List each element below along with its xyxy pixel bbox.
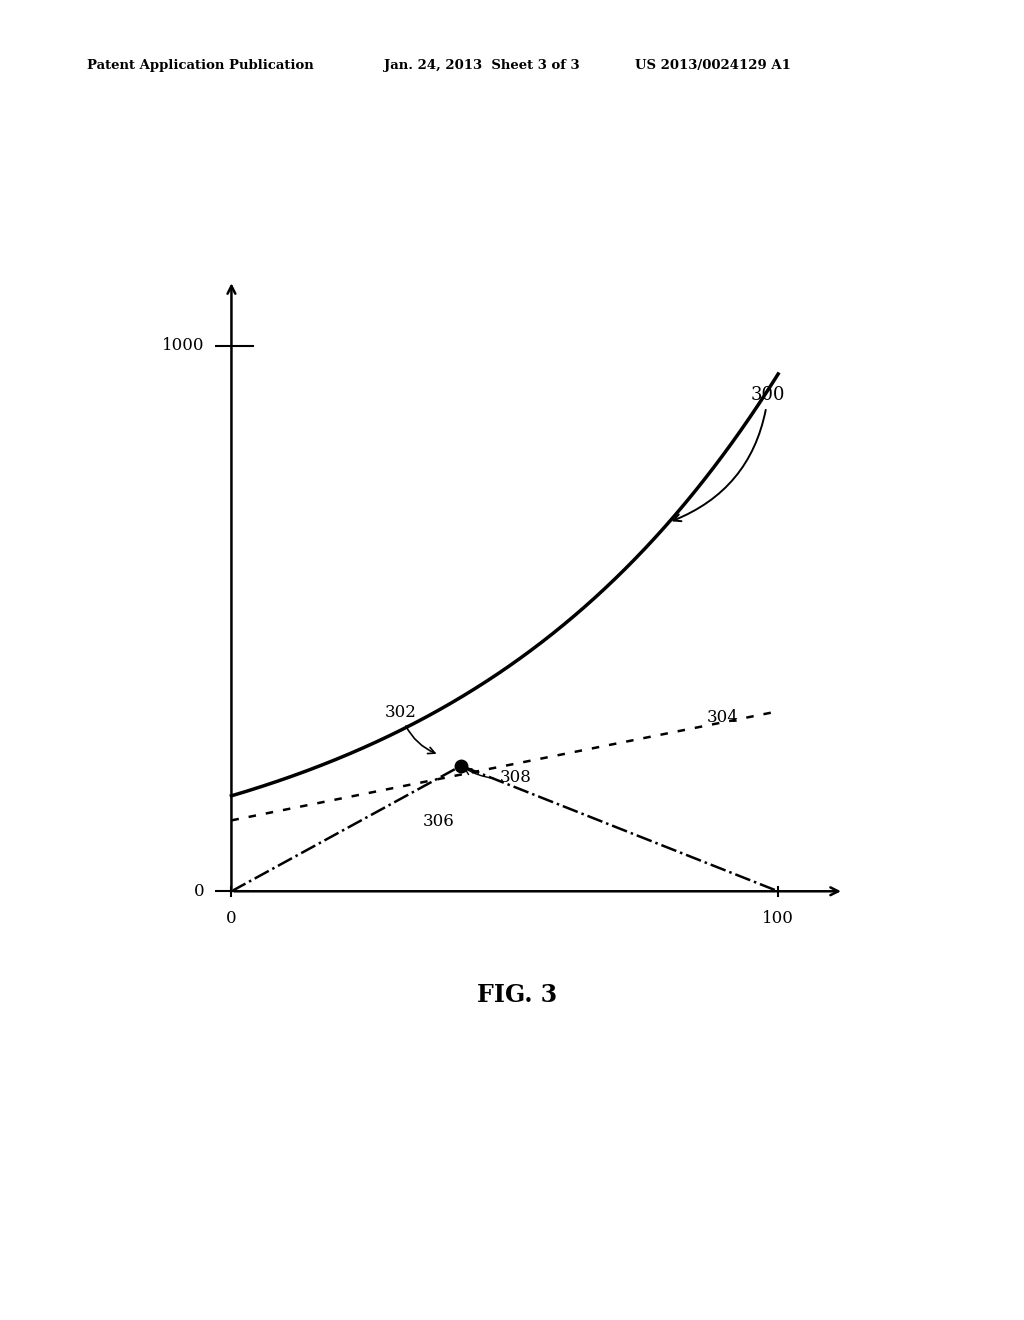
Text: 1000: 1000: [162, 338, 204, 354]
Text: 302: 302: [385, 704, 435, 754]
Text: 0: 0: [194, 883, 204, 900]
Text: FIG. 3: FIG. 3: [477, 983, 557, 1007]
Text: 100: 100: [762, 911, 794, 928]
Text: 304: 304: [708, 709, 739, 726]
Text: Jan. 24, 2013  Sheet 3 of 3: Jan. 24, 2013 Sheet 3 of 3: [384, 59, 580, 73]
Text: 308: 308: [465, 768, 531, 787]
Text: US 2013/0024129 A1: US 2013/0024129 A1: [635, 59, 791, 73]
Text: 306: 306: [423, 813, 455, 830]
Text: 300: 300: [674, 387, 785, 521]
Text: Patent Application Publication: Patent Application Publication: [87, 59, 313, 73]
Text: 0: 0: [226, 911, 237, 928]
